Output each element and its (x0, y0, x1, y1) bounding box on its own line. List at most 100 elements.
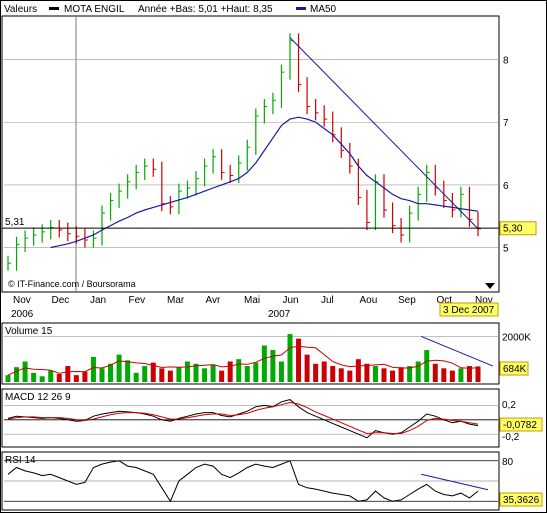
month-label: Sep (398, 295, 416, 306)
volume-bar (31, 372, 37, 382)
last-volume-label: 684K (503, 364, 527, 375)
date-tag: 3 Dec 2007 (439, 302, 499, 317)
price-y-tick: 8 (503, 56, 509, 67)
ma50-line (50, 116, 479, 249)
month-label: Nov (13, 295, 31, 306)
last-macd-label: -0,0782 (503, 420, 537, 431)
month-label: Aou (360, 295, 378, 306)
volume-bar (330, 366, 336, 382)
x-axis-labels: Nov Dec Jan Fev Mar Avr Mai Jun Jul Aou Sep Oct Nov (13, 295, 493, 306)
volume-bar (176, 367, 182, 382)
last-volume-box (499, 361, 529, 376)
volume-bar (441, 368, 447, 382)
volume-bar (167, 370, 173, 382)
volume-bar (116, 354, 122, 382)
volume-bar (65, 366, 71, 382)
macd-title: MACD 12 26 9 (5, 392, 71, 403)
price-y-tick: 6 (503, 181, 509, 192)
volume-bar (313, 363, 319, 382)
volume-bar (56, 374, 62, 382)
volume-bar (202, 368, 208, 382)
volume-bar (466, 366, 472, 382)
last-price-tag: 5,30 (499, 221, 537, 236)
source-credit: © IT-Finance.com / Boursorama (8, 279, 136, 289)
volume-bar (48, 370, 54, 382)
month-label: Mar (167, 295, 185, 306)
month-label: Avr (206, 295, 221, 306)
volume-bar (458, 368, 464, 382)
rsi-panel (1, 451, 500, 511)
volume-bar (415, 361, 421, 382)
volume-bar (287, 334, 293, 382)
scroll-down-arrow-icon[interactable] (485, 283, 495, 289)
month-label: Mai (244, 295, 260, 306)
volume-bar (296, 338, 302, 382)
month-label: Fev (129, 295, 146, 306)
price-grid (4, 59, 498, 248)
volume-y-tick: 2000K (502, 332, 531, 343)
volume-bar (364, 363, 370, 382)
last-rsi-label: 35,3626 (503, 495, 540, 506)
reference-label: 5,31 (5, 217, 25, 228)
last-price-label: 5,30 (503, 224, 523, 235)
legend-series-swatch (49, 7, 59, 10)
legend-range: Année +Bas: 5,01 +Haut: 8,35 (138, 4, 273, 15)
volume-bar (142, 366, 148, 382)
last-rsi-box (499, 492, 543, 507)
price-y-axis: 8 7 6 5 (503, 56, 509, 255)
volume-bar (278, 361, 284, 382)
volume-bar (372, 366, 378, 382)
volume-bar (193, 363, 199, 382)
volume-bar (424, 350, 430, 382)
year-label-2006: 2006 (11, 309, 34, 320)
macd-panel (1, 388, 500, 448)
month-label: Jan (90, 295, 106, 306)
macd-signal-line (7, 401, 479, 435)
legend-valeurs: Valeurs (4, 4, 37, 15)
macd-y-tick-bottom: -0,2 (502, 432, 520, 443)
month-label: Jun (283, 295, 299, 306)
volume-panel (1, 322, 500, 385)
price-trendline (289, 37, 479, 230)
volume-bar (90, 356, 96, 382)
volume-bar (236, 359, 242, 382)
month-label: Oct (437, 295, 453, 306)
volume-bar (210, 364, 216, 382)
month-label: Nov (475, 295, 493, 306)
volume-bar (99, 368, 105, 382)
volume-bar (270, 350, 276, 382)
legend-ma-swatch (296, 7, 306, 10)
volume-bar (432, 363, 438, 382)
volume-average-line (7, 345, 479, 376)
volume-bar (321, 361, 327, 382)
date-tag-label: 3 Dec 2007 (443, 305, 495, 316)
volume-bar (22, 361, 28, 382)
volume-bar (338, 368, 344, 382)
month-label: Jul (321, 295, 334, 306)
rsi-grid (4, 460, 498, 502)
volume-bar (253, 362, 259, 382)
volume-bar (133, 372, 139, 382)
volume-bar (347, 370, 353, 382)
rsi-trendline (421, 473, 489, 491)
volume-bar (82, 371, 88, 382)
price-panel (1, 15, 500, 293)
volume-bar (219, 370, 225, 382)
volume-bar (390, 370, 396, 382)
volume-trendline (420, 335, 494, 367)
volume-bar (150, 362, 156, 382)
volume-bar (14, 367, 20, 382)
month-label: Dec (52, 295, 70, 306)
volume-bar (244, 366, 250, 382)
volume-bar (398, 367, 404, 382)
macd-y-tick-top: 0,2 (502, 400, 516, 411)
legend-ma50: MA50 (310, 4, 337, 15)
last-macd-box (499, 417, 543, 432)
volume-title: Volume 15 (5, 326, 53, 337)
volume-bar (304, 354, 310, 382)
volume-bar (125, 360, 131, 382)
volume-bar (108, 363, 114, 382)
volume-bars (5, 334, 481, 382)
